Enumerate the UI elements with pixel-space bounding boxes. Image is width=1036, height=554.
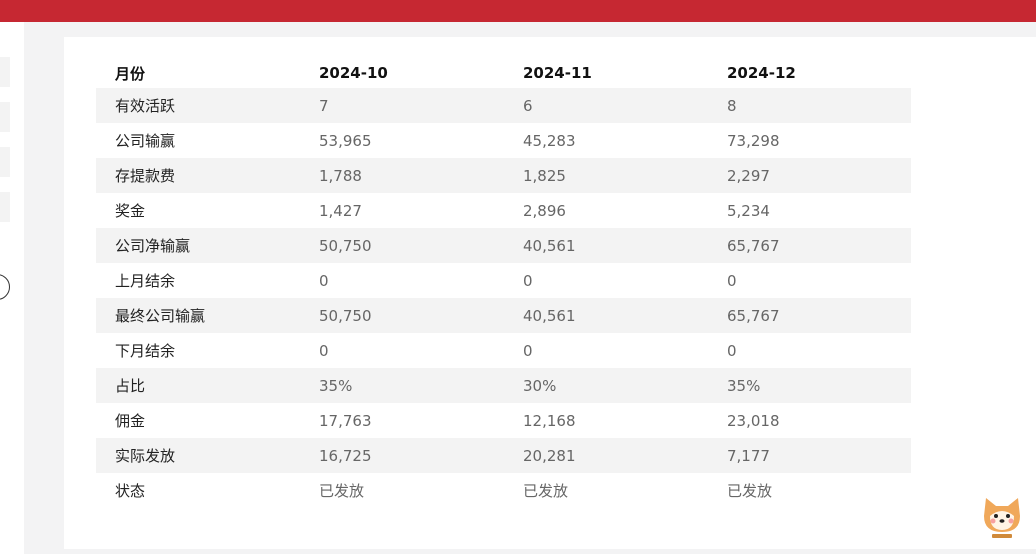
cell-value: 0 — [523, 271, 533, 290]
cell-value: 0 — [319, 341, 329, 360]
cell-value: 17,763 — [319, 411, 372, 430]
cell-value: 73,298 — [727, 131, 780, 150]
table-row: 公司净输赢 50,750 40,561 65,767 — [96, 228, 911, 263]
sidebar-item[interactable] — [0, 192, 10, 222]
table-header: 月份 2024-10 2024-11 2024-12 — [96, 58, 911, 88]
cell-value: 2,297 — [708, 158, 911, 193]
cell-value: 1,788 — [300, 158, 504, 193]
cell-value: 7,177 — [708, 438, 911, 473]
row-label: 最终公司输赢 — [96, 298, 300, 333]
cell-value: 40,561 — [504, 228, 708, 263]
cell-value: 45,283 — [523, 131, 576, 150]
table-row: 占比 35% 30% 35% — [96, 368, 911, 403]
cell-value: 0 — [727, 271, 737, 290]
table-row: 有效活跃 7 6 8 — [96, 88, 911, 123]
sidebar — [0, 22, 24, 554]
table-row: 奖金 1,427 2,896 5,234 — [96, 193, 911, 228]
cell-value: 65,767 — [708, 228, 911, 263]
row-label: 有效活跃 — [96, 88, 300, 123]
table-row: 状态 已发放 已发放 已发放 — [96, 473, 911, 508]
cell-value: 40,561 — [504, 298, 708, 333]
top-bar — [0, 0, 1036, 22]
cell-value: 30% — [504, 368, 708, 403]
cell-value: 35% — [708, 368, 911, 403]
commission-table: 月份 2024-10 2024-11 2024-12 有效活跃 7 6 8 公司输赢 53… — [96, 58, 911, 508]
header-month: 月份 — [115, 64, 146, 83]
table-row: 佣金 17,763 12,168 23,018 — [96, 403, 911, 438]
cell-value: 12,168 — [523, 411, 576, 430]
header-col: 2024-10 — [319, 64, 388, 82]
cell-value: 已发放 — [523, 482, 569, 500]
row-label: 佣金 — [115, 412, 146, 430]
sidebar-item[interactable] — [0, 102, 10, 132]
cell-value: 5,234 — [727, 201, 770, 220]
header-col: 2024-11 — [523, 64, 592, 82]
table-row: 公司输赢 53,965 45,283 73,298 — [96, 123, 911, 158]
cell-value: 23,018 — [727, 411, 780, 430]
row-label: 公司输赢 — [115, 132, 176, 150]
cell-value: 1,825 — [504, 158, 708, 193]
cell-value: 0 — [523, 341, 533, 360]
row-label: 存提款费 — [96, 158, 300, 193]
cell-value: 已发放 — [319, 482, 365, 500]
row-label: 实际发放 — [96, 438, 300, 473]
cell-value: 0 — [319, 271, 329, 290]
cell-value: 53,965 — [319, 131, 372, 150]
cell-value: 20,281 — [504, 438, 708, 473]
cell-value: 65,767 — [708, 298, 911, 333]
cell-value: 0 — [727, 341, 737, 360]
report-card: 月份 2024-10 2024-11 2024-12 有效活跃 7 6 8 公司输赢 53… — [64, 37, 1036, 549]
sidebar-item[interactable] — [0, 147, 10, 177]
row-label: 状态 — [115, 482, 146, 500]
shiba-dog-icon — [984, 498, 1020, 538]
table-row: 存提款费 1,788 1,825 2,297 — [96, 158, 911, 193]
header-col: 2024-12 — [727, 64, 796, 82]
circle-button[interactable] — [0, 274, 10, 300]
cell-value: 1,427 — [319, 201, 362, 220]
cell-value: 已发放 — [727, 482, 773, 500]
cell-value: 16,725 — [300, 438, 504, 473]
table-row: 最终公司输赢 50,750 40,561 65,767 — [96, 298, 911, 333]
cell-value: 35% — [300, 368, 504, 403]
table-row: 下月结余 0 0 0 — [96, 333, 911, 368]
cell-value: 6 — [504, 88, 708, 123]
table-row: 上月结余 0 0 0 — [96, 263, 911, 298]
row-label: 奖金 — [115, 202, 146, 220]
cell-value: 50,750 — [300, 228, 504, 263]
row-label: 上月结余 — [115, 272, 176, 290]
cell-value: 8 — [708, 88, 911, 123]
cell-value: 7 — [300, 88, 504, 123]
cell-value: 2,896 — [523, 201, 566, 220]
row-label: 占比 — [96, 368, 300, 403]
table-row: 实际发放 16,725 20,281 7,177 — [96, 438, 911, 473]
sidebar-item[interactable] — [0, 57, 10, 87]
row-label: 公司净输赢 — [96, 228, 300, 263]
row-label: 下月结余 — [115, 342, 176, 360]
cell-value: 50,750 — [300, 298, 504, 333]
